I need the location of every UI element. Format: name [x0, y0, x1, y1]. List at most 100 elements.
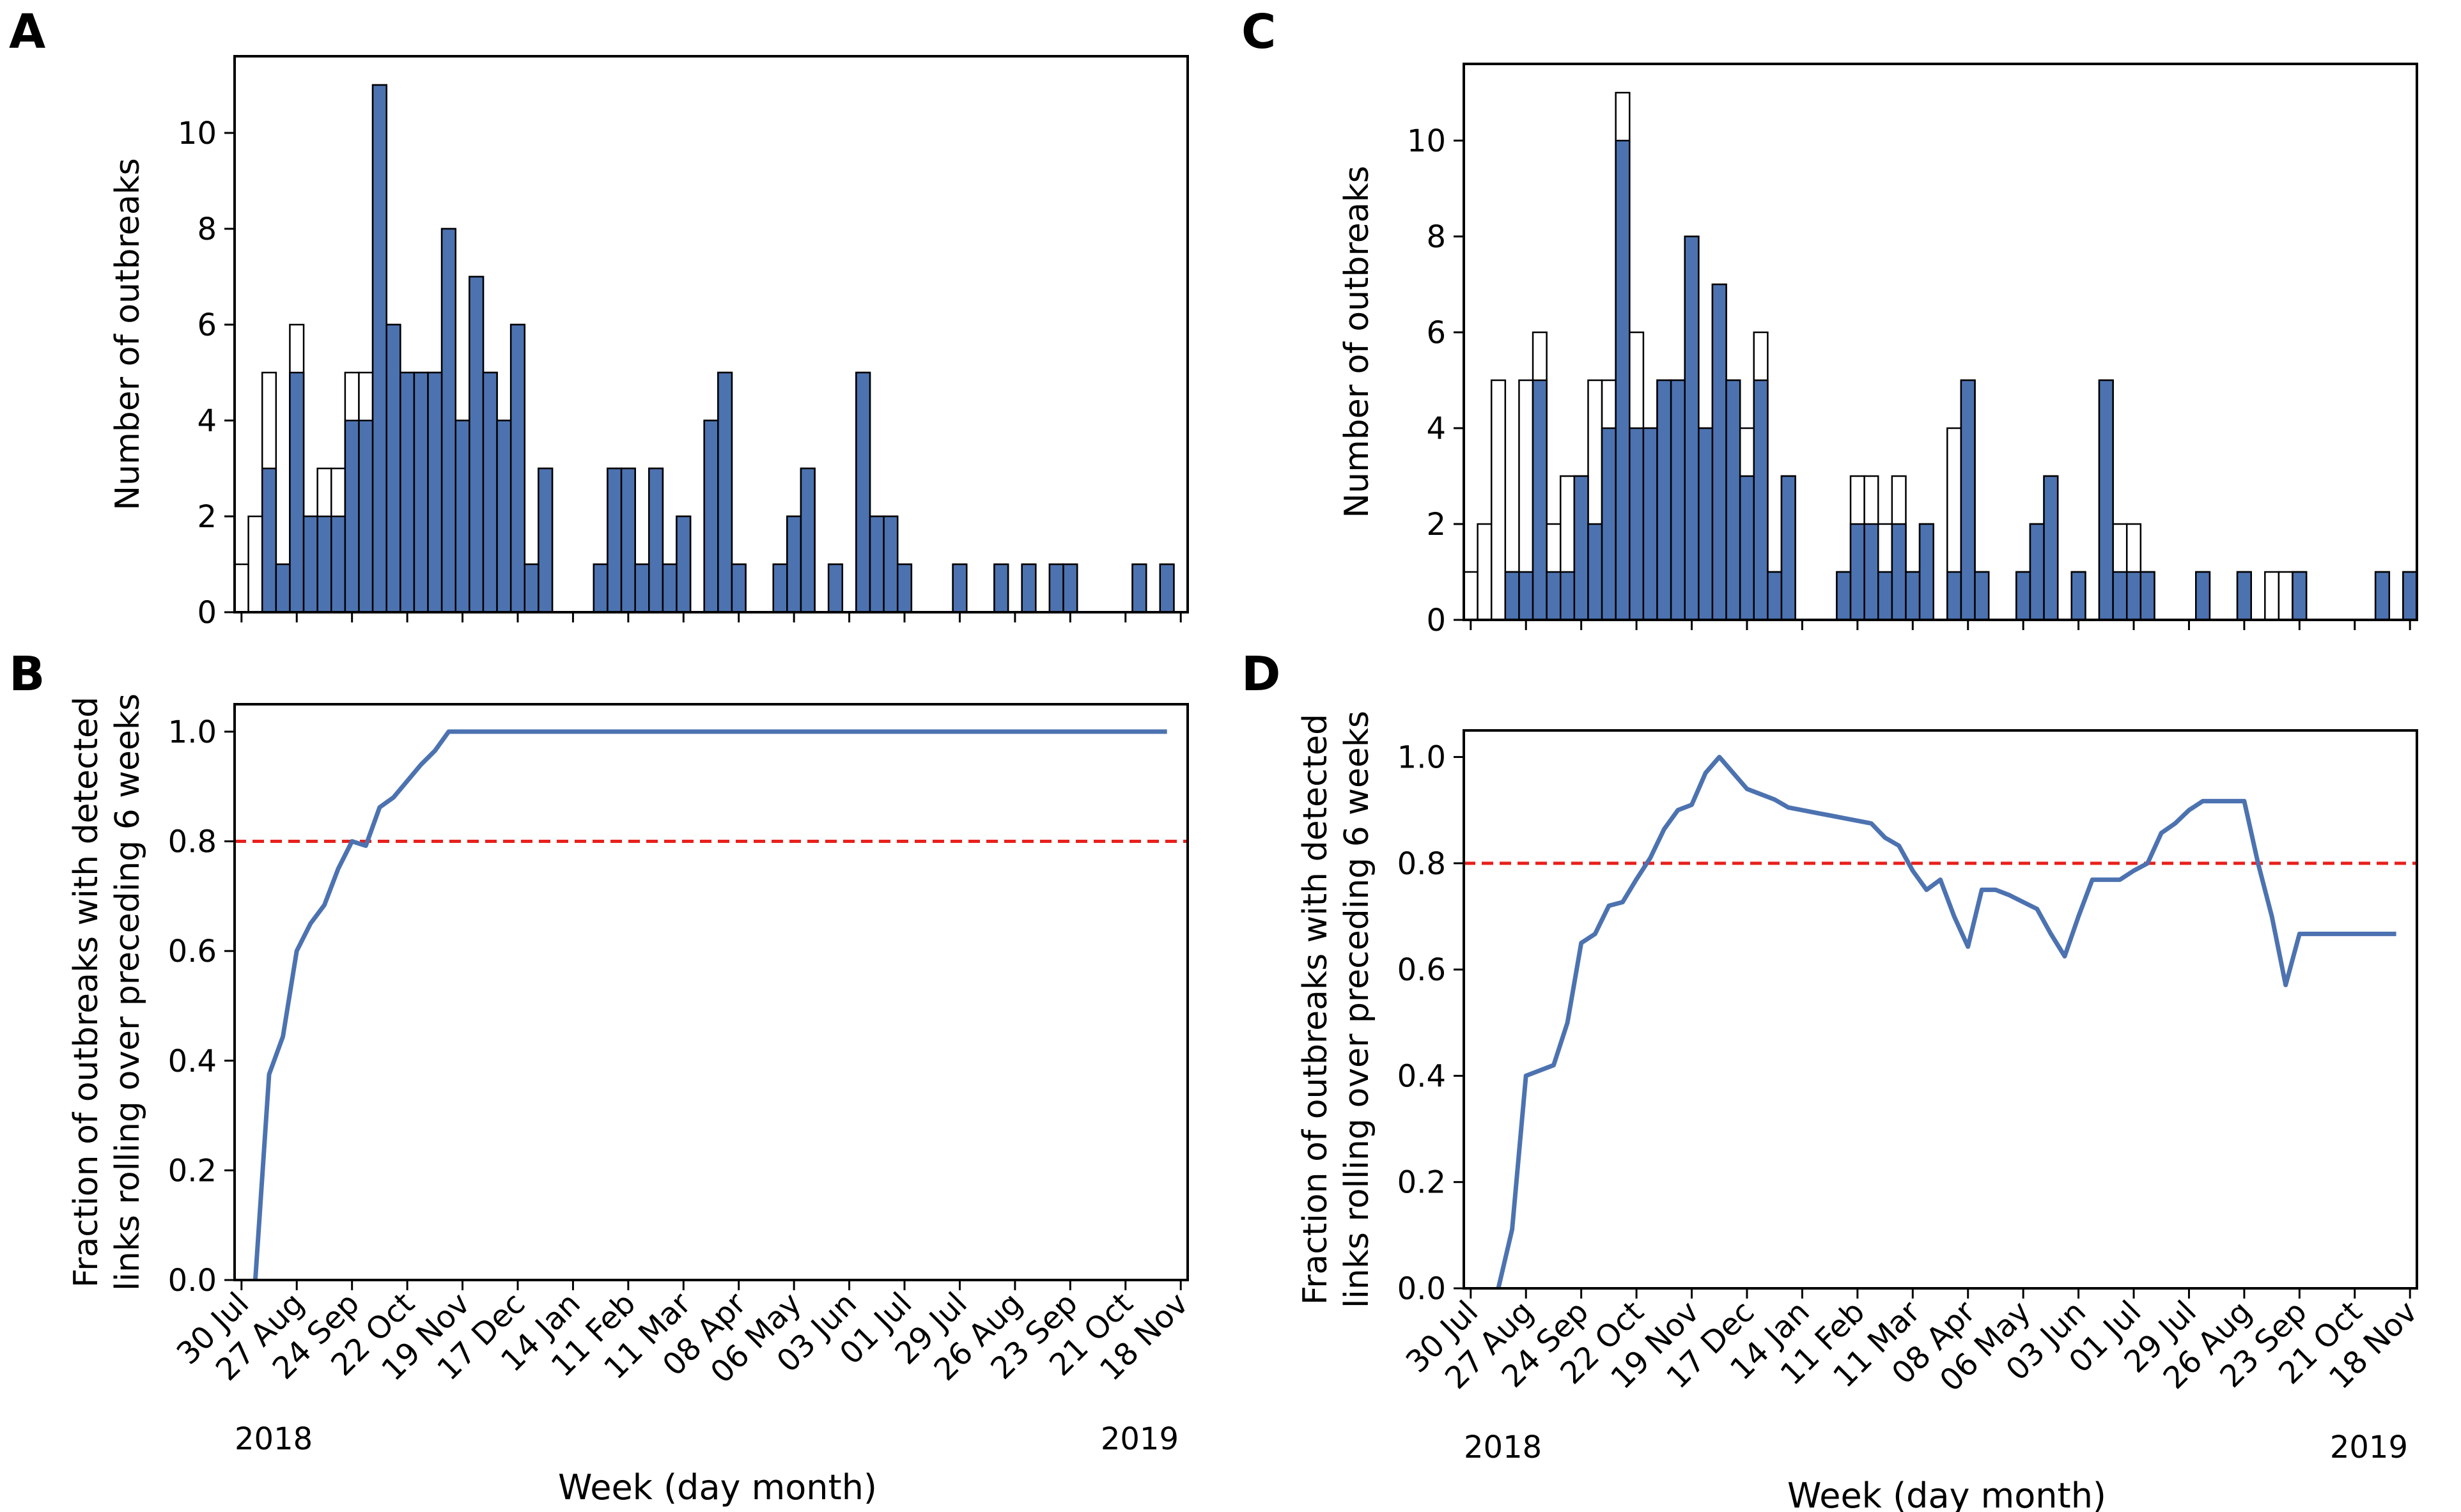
bar-detected [469, 275, 485, 613]
bar-detected [496, 419, 512, 613]
bar-detected [952, 563, 968, 613]
bar-detected [1849, 523, 1865, 621]
panel-c: 0 2 4 6 8 10 Number of outbreaks [1338, 63, 2418, 638]
y-tick-label: 0 [1426, 603, 1446, 638]
bar-detected [2043, 475, 2059, 621]
bar-detected [1615, 139, 1631, 621]
bar-detected [1587, 523, 1603, 621]
bar-detected [2015, 571, 2031, 621]
bar-detected [454, 419, 470, 613]
bar-total [233, 563, 249, 613]
bar-detected [1518, 571, 1534, 621]
y-tick-label: 1.0 [168, 714, 217, 750]
bar-detected [2112, 571, 2128, 621]
bar-detected [1629, 427, 1645, 621]
bar-detected [1642, 427, 1658, 621]
bar-detected [1711, 283, 1727, 621]
bar-detected [662, 563, 678, 613]
bar-detected [1131, 563, 1147, 613]
panel-a: 0 2 4 6 8 10 Number of outbreaks [109, 55, 1189, 631]
bar-detected [717, 371, 733, 613]
y-tick-label: 2 [197, 499, 217, 535]
bar-detected [2236, 571, 2252, 621]
bar-detected [1573, 475, 1589, 621]
bar-detected [800, 467, 816, 613]
year-start-label: 2018 [1464, 1430, 1542, 1465]
bar-detected [1159, 563, 1175, 613]
y-tick-label: 4 [1426, 411, 1446, 447]
bar-detected [1891, 523, 1907, 621]
bar-detected [1918, 523, 1934, 621]
bar-total [1463, 571, 1479, 621]
bar-detected [2125, 571, 2142, 621]
bar-detected [524, 563, 540, 613]
bar-detected [993, 563, 1009, 613]
bar-detected [1767, 571, 1783, 621]
bar-detected [1546, 571, 1562, 621]
y-axis-label-line1: Fraction of outbreaks with detected [1296, 714, 1335, 1305]
bar-detected [1560, 571, 1576, 621]
y-axis-label-line1: Fraction of outbreaks with detected [67, 697, 105, 1288]
plot-frame [1463, 63, 2418, 621]
year-end-label: 2019 [1101, 1421, 1179, 1457]
bar-detected [302, 515, 318, 613]
bar-detected [316, 515, 332, 613]
y-tick-label: 6 [1426, 315, 1446, 351]
bar-detected [509, 323, 526, 613]
y-tick-label: 0.4 [168, 1044, 217, 1079]
y-tick-label: 8 [1426, 219, 1446, 255]
y-axis-label: Number of outbreaks [1338, 166, 1376, 518]
panel-label-b: B [9, 647, 45, 702]
bar-detected [827, 563, 844, 613]
bar-detected [1656, 379, 1672, 621]
bar-detected [1670, 379, 1686, 621]
bar-total [1490, 379, 1507, 621]
bar-detected [896, 563, 913, 613]
bar-total [1477, 523, 1493, 621]
y-tick-label: 10 [1407, 123, 1446, 159]
bar-detected [1974, 571, 1990, 621]
y-tick-label: 0 [197, 595, 217, 631]
bar-detected [869, 515, 885, 613]
series-line [1496, 755, 2396, 1289]
bar-detected [2098, 379, 2114, 621]
y-tick-label: 4 [197, 403, 217, 439]
bar-detected [1836, 571, 1852, 621]
bar-detected [1877, 571, 1893, 621]
bar-detected [1601, 427, 1617, 621]
bar-detected [620, 467, 636, 613]
year-end-label: 2019 [2330, 1430, 2408, 1465]
bar-detected [1863, 523, 1879, 621]
bar-detected [855, 371, 871, 613]
bar-detected [330, 515, 346, 613]
bar-detected [1946, 571, 1962, 621]
bar-detected [289, 371, 305, 613]
x-axis-label: Week (day month) [558, 1467, 877, 1508]
bar-detected [1780, 475, 1796, 621]
y-tick-label: 0.6 [1397, 952, 1446, 988]
bar-detected [1504, 571, 1520, 621]
bar-detected [358, 419, 374, 613]
bar-detected [1532, 379, 1548, 621]
y-tick-label: 1.0 [1397, 740, 1446, 776]
y-tick-label: 0.0 [1397, 1271, 1446, 1307]
y-tick-label: 0.2 [1397, 1165, 1446, 1201]
plot-frame [233, 55, 1189, 613]
x-axis-label: Week (day month) [1787, 1476, 2106, 1512]
bar-detected [275, 563, 291, 613]
bar-detected [344, 419, 360, 613]
bar-detected [883, 515, 899, 613]
bar-detected [1021, 563, 1037, 613]
y-tick-label: 10 [178, 116, 217, 151]
panel-label-d: D [1241, 647, 1280, 702]
bar-detected [593, 563, 609, 613]
panel-label-a: A [9, 4, 45, 59]
bar-detected [1048, 563, 1064, 613]
plot-frame [233, 703, 1189, 1281]
bar-detected [634, 563, 650, 613]
y-tick-label: 0.0 [168, 1263, 217, 1299]
bar-detected [786, 515, 802, 613]
bar-detected [2374, 571, 2391, 621]
